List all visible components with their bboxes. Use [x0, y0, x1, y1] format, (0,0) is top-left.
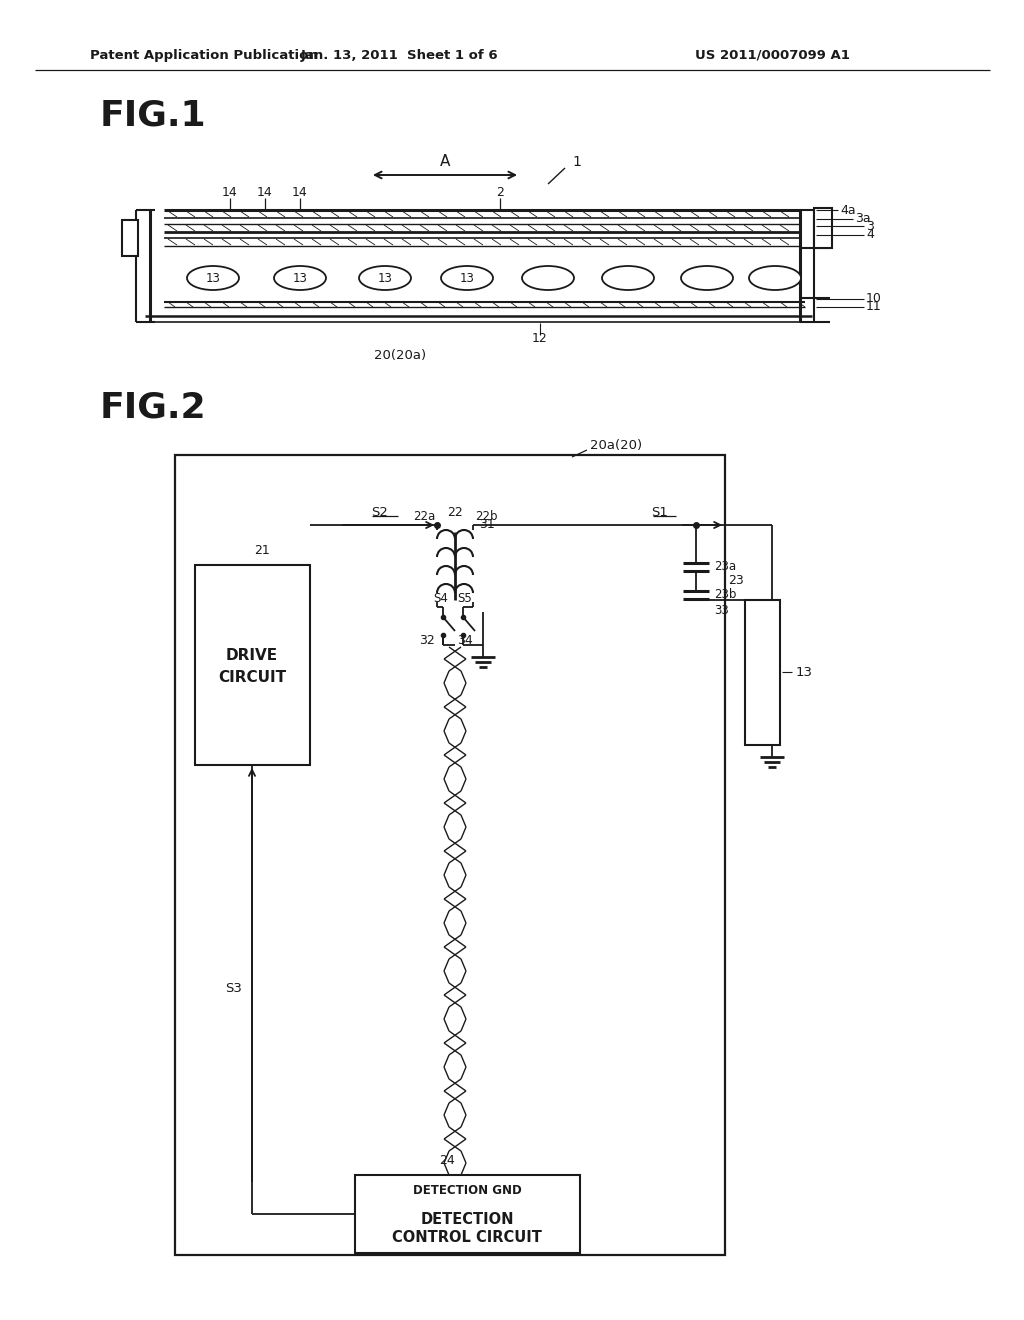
Text: 14: 14 — [222, 186, 238, 199]
Bar — [814, 209, 831, 248]
Text: 13: 13 — [293, 272, 307, 285]
Text: 4a: 4a — [840, 203, 856, 216]
Text: 20a(20): 20a(20) — [590, 438, 642, 451]
Text: FIG.2: FIG.2 — [100, 391, 207, 425]
Text: S1: S1 — [651, 506, 669, 519]
Text: 12: 12 — [532, 331, 548, 345]
Text: 2: 2 — [496, 186, 504, 199]
Text: Patent Application Publication: Patent Application Publication — [90, 49, 317, 62]
Text: 13: 13 — [206, 272, 220, 285]
Text: A: A — [440, 154, 451, 169]
Ellipse shape — [522, 267, 574, 290]
Ellipse shape — [441, 267, 493, 290]
Text: CIRCUIT: CIRCUIT — [218, 669, 286, 685]
Text: 34: 34 — [458, 635, 473, 648]
Text: 33: 33 — [714, 605, 729, 618]
Text: 14: 14 — [257, 186, 272, 199]
Text: 23a: 23a — [714, 561, 736, 573]
Bar — [122, 220, 138, 256]
Text: 21: 21 — [254, 544, 270, 557]
Text: 31: 31 — [479, 519, 495, 532]
Text: S4: S4 — [433, 593, 449, 606]
Text: 24: 24 — [439, 1155, 455, 1167]
Text: DETECTION GND: DETECTION GND — [413, 1184, 521, 1197]
Ellipse shape — [187, 267, 239, 290]
Ellipse shape — [749, 267, 801, 290]
Text: 10: 10 — [866, 293, 882, 305]
Text: S3: S3 — [225, 982, 243, 995]
Text: 1: 1 — [572, 154, 582, 169]
Bar — [175, 455, 725, 1255]
Text: 4: 4 — [866, 228, 873, 242]
Ellipse shape — [359, 267, 411, 290]
Text: 3: 3 — [866, 219, 873, 232]
Bar — [355, 1175, 580, 1253]
Text: 22b: 22b — [475, 510, 498, 523]
Text: Jan. 13, 2011  Sheet 1 of 6: Jan. 13, 2011 Sheet 1 of 6 — [301, 49, 499, 62]
Text: US 2011/0007099 A1: US 2011/0007099 A1 — [695, 49, 850, 62]
Text: DETECTION: DETECTION — [420, 1212, 514, 1226]
Bar — [745, 601, 780, 744]
Ellipse shape — [274, 267, 326, 290]
Text: 13: 13 — [378, 272, 392, 285]
Text: 14: 14 — [292, 186, 308, 199]
Text: S2: S2 — [372, 506, 388, 519]
Text: 13: 13 — [460, 272, 474, 285]
Text: 3a: 3a — [855, 213, 870, 226]
Ellipse shape — [602, 267, 654, 290]
Text: 13: 13 — [796, 665, 813, 678]
Ellipse shape — [681, 267, 733, 290]
Text: 23: 23 — [728, 574, 743, 587]
Text: 20(20a): 20(20a) — [374, 350, 426, 363]
Text: DRIVE: DRIVE — [226, 648, 279, 663]
Text: 11: 11 — [866, 301, 882, 314]
Text: 22: 22 — [447, 506, 463, 519]
Text: 32: 32 — [419, 635, 435, 648]
Text: 23b: 23b — [714, 589, 736, 602]
Text: CONTROL CIRCUIT: CONTROL CIRCUIT — [392, 1229, 542, 1245]
Text: 22a: 22a — [413, 510, 435, 523]
Text: S5: S5 — [458, 593, 472, 606]
Bar — [195, 565, 310, 766]
Text: FIG.1: FIG.1 — [100, 98, 207, 132]
